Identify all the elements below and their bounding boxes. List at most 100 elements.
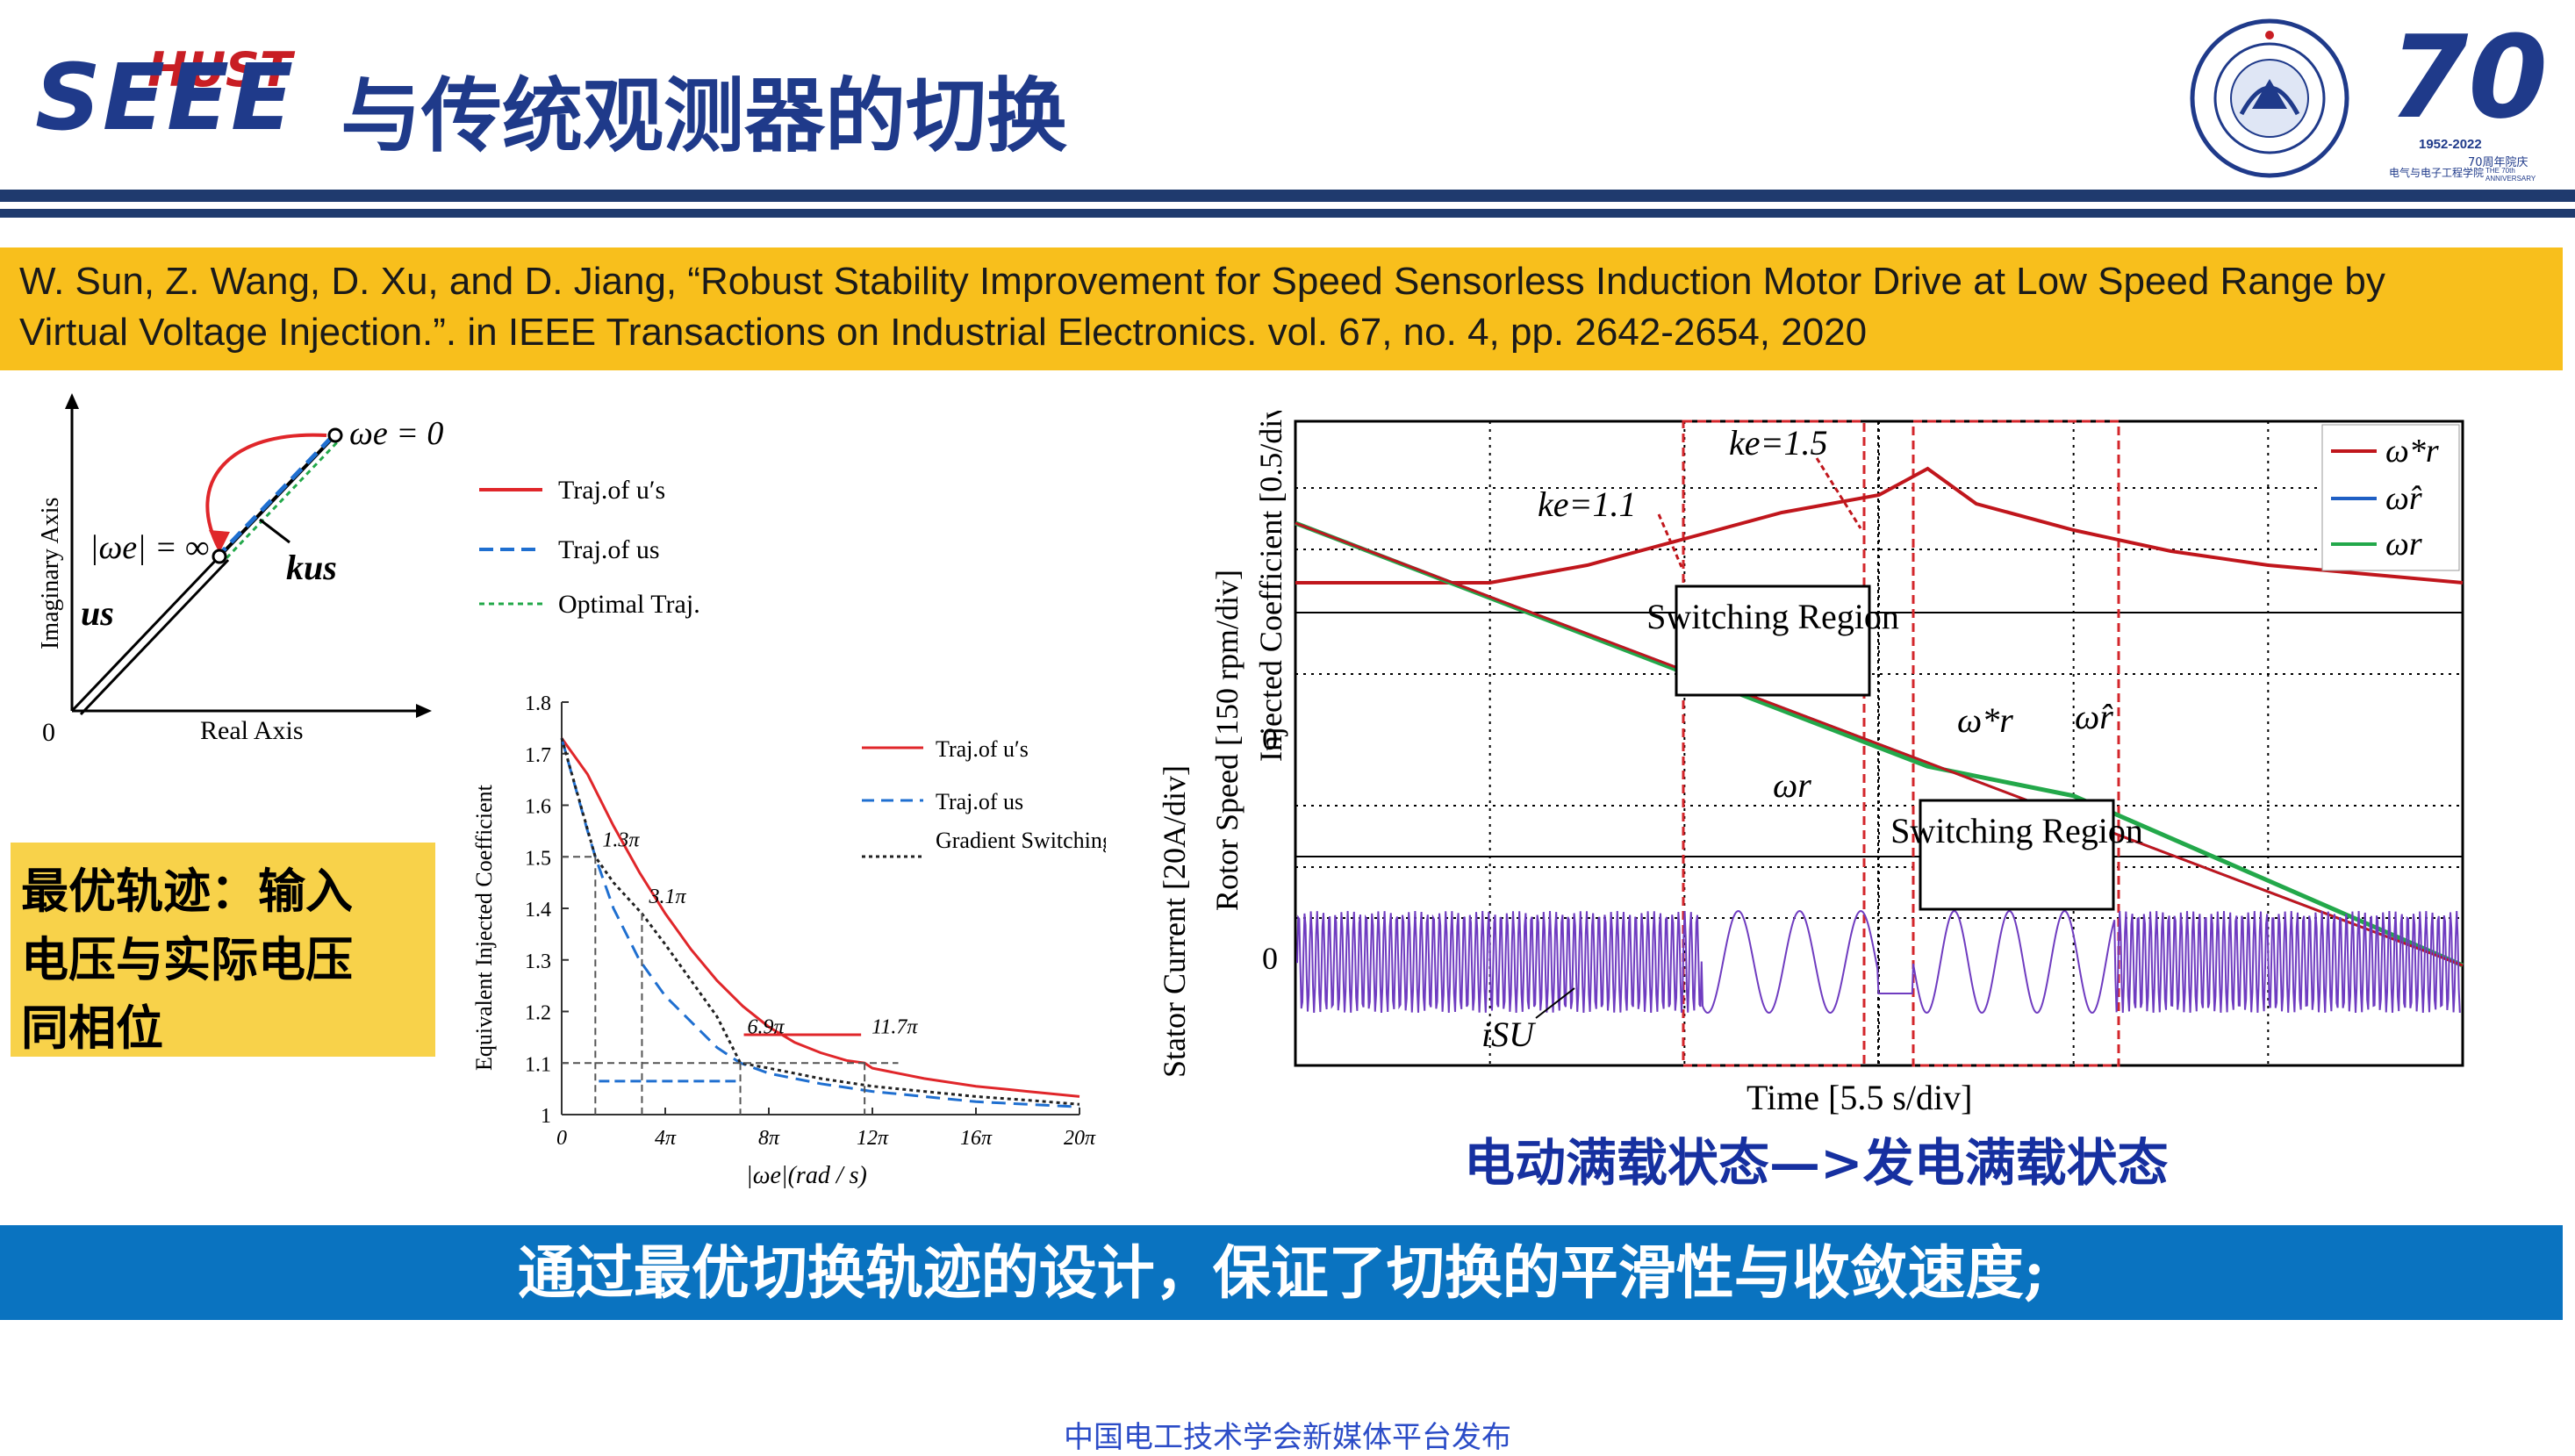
logo-hust: HUST: [147, 42, 292, 97]
us-vector-parallel: [79, 558, 230, 716]
coef-y-tick-label: 1.1: [525, 1053, 551, 1076]
origin-label: 0: [42, 718, 55, 747]
ke-11-pointer: [1657, 513, 1683, 568]
reference-bar: W. Sun, Z. Wang, D. Xu, and D. Jiang, “R…: [0, 247, 2563, 370]
x-axis-arrow-icon: [416, 704, 432, 718]
scope-legend-1: ω*r: [2385, 433, 2439, 470]
x-axis-label: Real Axis: [200, 716, 304, 745]
scope-legend-2: ω̂r: [2385, 480, 2422, 517]
coef-y-label: Equivalent Injected Coefficient: [471, 784, 497, 1071]
switching-region-2-box: [1912, 420, 2120, 1067]
coef-x-tick-label: 16π: [960, 1127, 993, 1150]
scope-legend-3: ωr: [2385, 526, 2422, 563]
anniversary-number: 70: [2389, 11, 2548, 144]
speed-zero-label: 0: [1262, 721, 1278, 757]
scope-coef-trace: [1295, 466, 2464, 585]
coef-annotation: 11.7π: [871, 1015, 918, 1038]
switching-label-2-box: [1919, 799, 2115, 911]
switching-label-2-line1: Switching Region: [1890, 811, 2143, 850]
coef-legend-1: Traj.of u′s: [936, 736, 1029, 762]
ke-15-label: ke=1.5: [1729, 423, 1828, 463]
reference-line-1: W. Sun, Z. Wang, D. Xu, and D. Jiang, “R…: [19, 260, 2385, 303]
scope-speed-traces: [1295, 520, 2464, 968]
point-omega-zero: [327, 427, 343, 443]
header-divider-thin: [0, 209, 2575, 218]
us-traj-dashed: [214, 434, 335, 560]
anniversary-school: 电气与电子工程学院: [2389, 167, 2485, 179]
switching-label-1-line1: Switching Region: [1646, 597, 1899, 636]
anniversary-years: 1952-2022: [2419, 137, 2482, 152]
omega-e-inf-label: |ωe| = ∞: [90, 529, 209, 566]
coef-y-tick-label: 1.6: [525, 796, 551, 819]
coef-x-tick-label: 4π: [655, 1127, 677, 1150]
switching-label-1-box: [1675, 585, 1871, 697]
coef-chart-ticks: 1 1.1 1.2 1.3 1.4 1.5 1.6 1.7 1.8 0 4π 8π 12π 16π 20π: [525, 692, 1096, 1150]
omega-ref-label: ω*r: [1957, 700, 2013, 740]
coef-legend-2: Traj.of us: [936, 789, 1023, 814]
coef-x-tick-label: 8π: [758, 1127, 780, 1150]
u-prime-arrow-icon: [209, 530, 230, 553]
coef-chart-annotations: 1.3π3.1π6.9π 11.7π: [562, 828, 918, 1115]
u-prime-traj: [205, 433, 327, 550]
omega-e-zero-label: ωe = 0: [349, 415, 443, 452]
current-trace-line: [1296, 909, 2461, 1015]
legend-us: Traj.of us: [558, 535, 660, 564]
coef-x-tick-label: 0: [556, 1127, 567, 1150]
logo-seee: SEEE: [35, 44, 296, 151]
reference-line-2: Virtual Voltage Injection.”. in IEEE Tra…: [19, 311, 1868, 354]
scope-y-label-coef: Injected Coefficient [0.5/div]: [1253, 411, 1288, 762]
omega-hat-label: ω̂r: [2075, 697, 2113, 736]
point-omega-inf: [212, 549, 227, 564]
speed-trace-1: [1295, 521, 2464, 967]
coef-annotation: 3.1π: [648, 886, 686, 908]
anniversary-en: THE 70th ANNIVERSARY: [2485, 167, 2536, 183]
coef-x-tick-label: 12π: [857, 1127, 889, 1150]
coef-y-tick-label: 1.8: [525, 692, 551, 715]
note-line-3: 同相位: [21, 1000, 163, 1056]
vector-diagram: Imaginary Axis Real Axis 0 ωe = 0 |ωe| =…: [37, 393, 700, 747]
optimal-traj: [225, 439, 341, 560]
anniversary-cn: 70周年院庆: [2468, 156, 2528, 169]
coef-legend-3: Gradient Switching: [936, 828, 1106, 853]
coef-annotation: 1.3π: [602, 828, 640, 851]
conclusion-banner: 通过最优切换轨迹的设计，保证了切换的平滑性与收敛速度;: [0, 1225, 2563, 1320]
footer-credit: 中国电工技术学会新媒体平台发布: [1064, 1420, 1511, 1455]
legend-optimal: Optimal Traj.: [558, 590, 700, 619]
omega-r-label: ωr: [1773, 765, 1811, 805]
page-title: 与传统观测器的切换: [341, 69, 1068, 163]
k-us-pointer: [259, 518, 290, 544]
coef-y-tick-label: 1.4: [525, 899, 551, 922]
coef-y-tick-label: 1.5: [525, 847, 551, 870]
coef-series-3: [560, 737, 1080, 1106]
coef-series-2: [560, 737, 1080, 1108]
switching-region-1-box: [1682, 420, 1866, 1067]
us-vector: [70, 555, 221, 713]
note-box: 最优轨迹：输入 电压与实际电压 同相位: [11, 843, 435, 1057]
coefficient-chart: 11.11.21.31.41.51.61.71.80 4π 8π 12π 16π 20π …: [471, 692, 1106, 1189]
coef-trace-line: [1295, 466, 2464, 585]
y-axis-arrow-icon: [65, 393, 79, 409]
current-zero-label: 0: [1262, 941, 1278, 976]
coef-y-tick-label: 1.2: [525, 1002, 551, 1025]
isu-label: iSU: [1481, 1015, 1537, 1054]
coef-y-tick-label: 1.3: [525, 950, 551, 973]
note-line-2: 电压与实际电压: [21, 931, 353, 987]
scope-current-trace: [1296, 909, 2461, 1015]
coef-legend: Traj.of u′s Traj.of us Gradient Switchin…: [862, 736, 1106, 858]
isu-pointer: [1535, 987, 1575, 1019]
ke-15-pointer: [1815, 457, 1862, 529]
scope-chart: Switching Region Switching Region ke=1.1…: [1157, 411, 2464, 1117]
legend-u-prime: Traj.of u′s: [558, 476, 665, 505]
speed-trace-3: [1295, 520, 2464, 968]
coef-x-tick-label: 20π: [1064, 1127, 1096, 1150]
note-line-1: 最优轨迹：输入: [21, 863, 353, 919]
coef-x-label: |ωe|(rad / s): [746, 1162, 867, 1189]
us-label: us: [81, 593, 114, 633]
header: HUST SEEE 与传统观测器的切换 70 1952-2022 70周年院庆 …: [0, 0, 2575, 184]
k-us-label: kus: [286, 548, 337, 587]
school-seal-icon: [2189, 18, 2350, 179]
scope-y-label-speed: Rotor Speed [150 rpm/div]: [1209, 570, 1244, 911]
scope-x-label: Time [5.5 s/div]: [1747, 1078, 1972, 1117]
scope-y-label-current: Stator Current [20A/div]: [1157, 765, 1192, 1078]
coef-y-tick-label: 1.7: [525, 744, 551, 767]
